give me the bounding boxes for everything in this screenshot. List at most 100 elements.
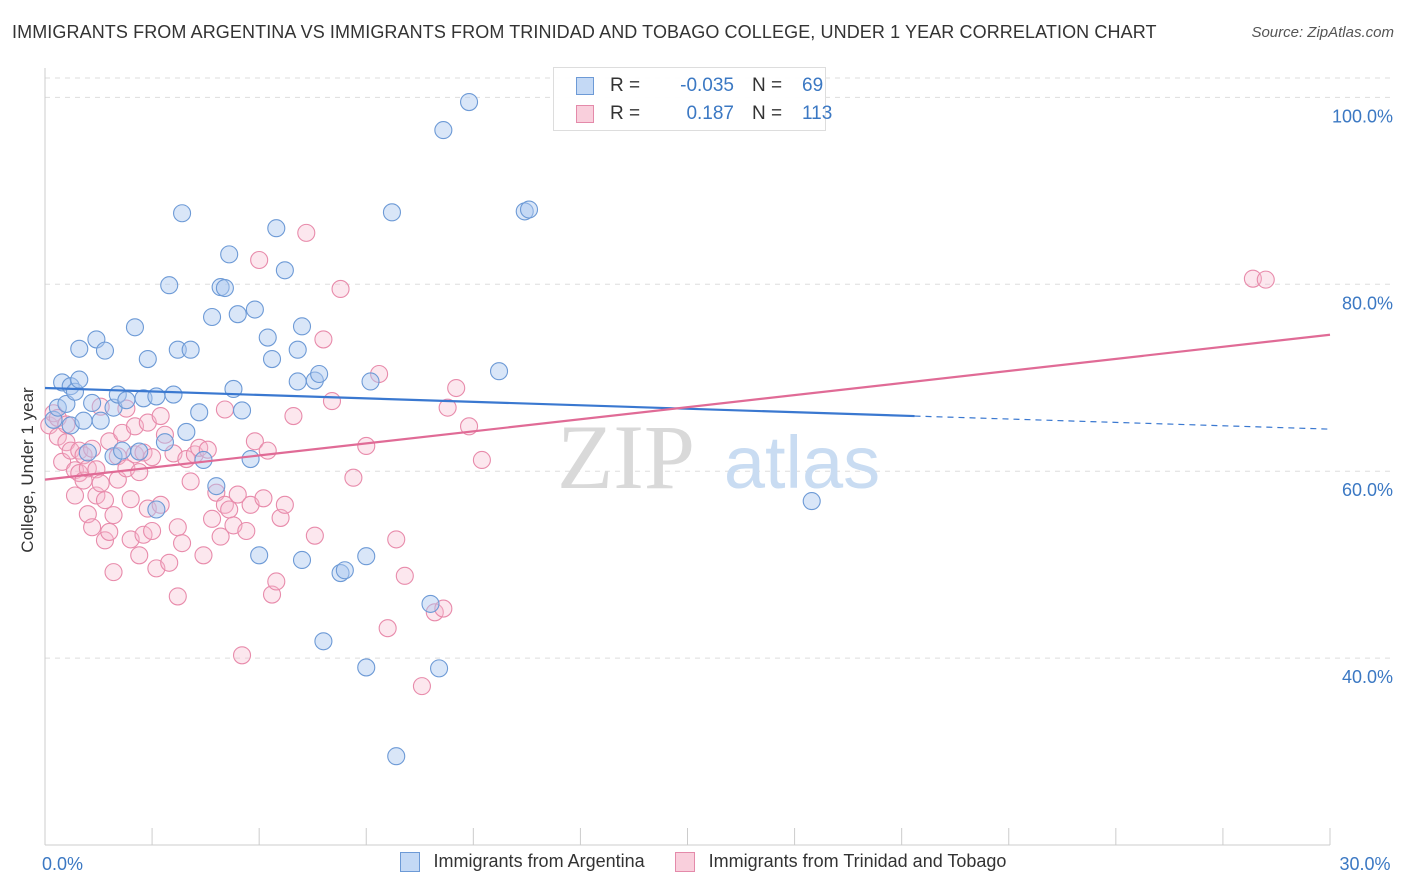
trinidad-point bbox=[387, 530, 406, 549]
argentina-point bbox=[138, 349, 157, 369]
argentina-point bbox=[382, 203, 402, 222]
argentina-point bbox=[430, 659, 449, 678]
argentina-point bbox=[70, 370, 89, 389]
n-value: 69 bbox=[802, 75, 824, 96]
watermark-zip: ZIP bbox=[557, 406, 695, 508]
r-label: R = bbox=[610, 75, 641, 96]
argentina-point bbox=[434, 121, 453, 140]
argentina-point bbox=[220, 245, 239, 264]
argentina-point bbox=[335, 561, 354, 580]
trinidad-point bbox=[378, 619, 397, 638]
trinidad-point bbox=[95, 531, 115, 550]
argentina-trend-line bbox=[44, 386, 915, 418]
trinidad-point bbox=[331, 279, 350, 299]
argentina-point bbox=[241, 449, 260, 469]
argentina-point bbox=[190, 403, 209, 422]
argentina-point bbox=[802, 492, 821, 511]
tick-labels: 40.0% 60.0% 80.0% 100.0% 0.0% 30.0% bbox=[42, 106, 1393, 874]
argentina-point bbox=[288, 340, 307, 359]
r-value: -0.035 bbox=[680, 75, 734, 96]
trinidad-point bbox=[151, 407, 170, 426]
argentina-point bbox=[160, 276, 179, 295]
argentina-point bbox=[314, 632, 333, 651]
argentina-point bbox=[215, 278, 234, 298]
trinidad-point bbox=[228, 485, 247, 504]
trinidad-point bbox=[412, 677, 431, 696]
argentina-point bbox=[275, 261, 294, 280]
argentina-point bbox=[168, 340, 187, 359]
trinidad-point bbox=[237, 521, 256, 541]
argentina-point bbox=[95, 341, 115, 360]
argentina-point bbox=[207, 477, 226, 496]
y-tick-label: 60.0% bbox=[1342, 480, 1393, 500]
trinidad-point bbox=[211, 527, 230, 546]
argentina-point bbox=[288, 372, 307, 391]
legend-item-argentina[interactable]: Immigrants from Argentina bbox=[399, 851, 645, 872]
argentina-point bbox=[177, 422, 196, 441]
stats-row-argentina: R = -0.035 N = 69 bbox=[576, 73, 823, 99]
trinidad-point bbox=[100, 522, 119, 541]
trinidad-point bbox=[275, 495, 294, 514]
argentina-point bbox=[164, 385, 183, 404]
argentina-point bbox=[147, 500, 166, 519]
y-tick-label: 80.0% bbox=[1342, 293, 1393, 313]
trinidad-point bbox=[357, 436, 376, 456]
chart-title: IMMIGRANTS FROM ARGENTINA VS IMMIGRANTS … bbox=[12, 22, 1157, 42]
trinidad-point bbox=[104, 506, 123, 525]
argentina-point bbox=[48, 398, 67, 417]
stats-box: R = -0.035 N = 69 R = 0.187 N = 113 bbox=[553, 67, 832, 131]
trinidad-point bbox=[395, 566, 414, 585]
argentina-point bbox=[74, 411, 93, 430]
trinidad-point bbox=[104, 563, 123, 582]
argentina-point bbox=[173, 204, 192, 223]
trinidad-point bbox=[198, 440, 217, 459]
trinidad-point bbox=[168, 587, 187, 606]
argentina-point bbox=[181, 340, 200, 359]
argentina-point bbox=[310, 364, 329, 384]
argentina-point bbox=[250, 546, 269, 565]
trinidad-point bbox=[1256, 270, 1275, 289]
trinidad-point bbox=[314, 330, 333, 349]
trinidad-point bbox=[160, 553, 179, 572]
argentina-point bbox=[459, 93, 479, 112]
argentina-point bbox=[44, 410, 63, 429]
trinidad-point bbox=[344, 468, 363, 487]
r-value: 0.187 bbox=[686, 103, 734, 124]
trinidad-point bbox=[83, 518, 102, 537]
trinidad-point bbox=[100, 432, 119, 451]
trinidad-point bbox=[130, 463, 149, 482]
trinidad-point bbox=[168, 518, 187, 537]
trinidad-point bbox=[245, 432, 264, 451]
trinidad-legend-swatch bbox=[674, 851, 695, 872]
legend-item-trinidad[interactable]: Immigrants from Trinidad and Tobago bbox=[674, 851, 1007, 872]
legend-label: Immigrants from Trinidad and Tobago bbox=[708, 851, 1007, 871]
argentina-point bbox=[78, 443, 97, 462]
argentina-point bbox=[125, 318, 144, 337]
x-tick-label: 30.0% bbox=[1339, 854, 1390, 874]
trinidad-point bbox=[215, 400, 234, 419]
trinidad-point bbox=[1243, 269, 1262, 288]
argentina-point bbox=[130, 442, 149, 461]
trinidad-point bbox=[155, 425, 174, 444]
y-tick-label: 40.0% bbox=[1342, 667, 1393, 687]
argentina-point bbox=[387, 747, 406, 766]
argentina-point bbox=[245, 300, 264, 319]
n-label: N = bbox=[752, 103, 783, 124]
trinidad-point bbox=[220, 500, 239, 519]
argentina-point bbox=[361, 372, 380, 391]
n-label: N = bbox=[752, 75, 783, 96]
argentina-point bbox=[258, 328, 277, 347]
x-tick-label: 0.0% bbox=[42, 854, 83, 874]
argentina-point bbox=[357, 547, 376, 566]
watermark: ZIP atlas bbox=[557, 406, 880, 508]
argentina-point bbox=[91, 411, 110, 430]
argentina-point bbox=[292, 317, 312, 336]
trinidad-point bbox=[305, 526, 324, 545]
trinidad-point bbox=[65, 486, 85, 505]
trinidad-point bbox=[232, 646, 252, 665]
trinidad-point bbox=[130, 546, 149, 565]
trinidad-point bbox=[267, 572, 286, 591]
y-tick-label: 100.0% bbox=[1332, 106, 1393, 126]
trinidad-point bbox=[425, 603, 444, 622]
